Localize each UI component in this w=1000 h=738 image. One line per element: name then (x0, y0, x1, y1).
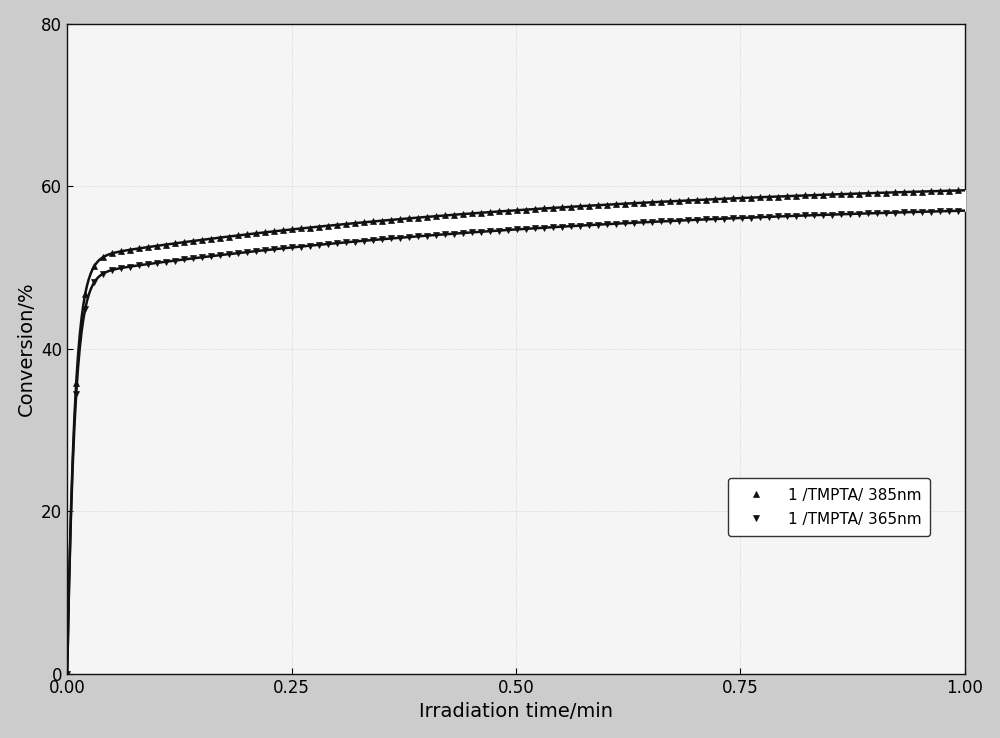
Y-axis label: Conversion/%: Conversion/% (17, 281, 36, 416)
1 /TMPTA/ 365nm (520, 224, 532, 233)
1 /TMPTA/ 385nm (880, 188, 892, 197)
Legend: 1 /TMPTA/ 385nm, 1 /TMPTA/ 365nm: 1 /TMPTA/ 385nm, 1 /TMPTA/ 365nm (728, 478, 930, 537)
1 /TMPTA/ 365nm (268, 245, 280, 254)
Line: 1 /TMPTA/ 385nm: 1 /TMPTA/ 385nm (64, 187, 960, 677)
1 /TMPTA/ 385nm (520, 205, 532, 214)
1 /TMPTA/ 365nm (907, 207, 919, 216)
X-axis label: Irradiation time/min: Irradiation time/min (419, 703, 613, 721)
1 /TMPTA/ 365nm (232, 249, 244, 258)
1 /TMPTA/ 365nm (592, 220, 604, 229)
1 /TMPTA/ 385nm (61, 669, 73, 678)
1 /TMPTA/ 385nm (592, 201, 604, 210)
1 /TMPTA/ 365nm (880, 208, 892, 217)
1 /TMPTA/ 365nm (61, 669, 73, 678)
1 /TMPTA/ 385nm (232, 231, 244, 240)
1 /TMPTA/ 365nm (952, 207, 964, 215)
1 /TMPTA/ 385nm (268, 227, 280, 235)
1 /TMPTA/ 385nm (907, 187, 919, 196)
1 /TMPTA/ 385nm (952, 186, 964, 195)
Line: 1 /TMPTA/ 365nm: 1 /TMPTA/ 365nm (64, 208, 960, 677)
